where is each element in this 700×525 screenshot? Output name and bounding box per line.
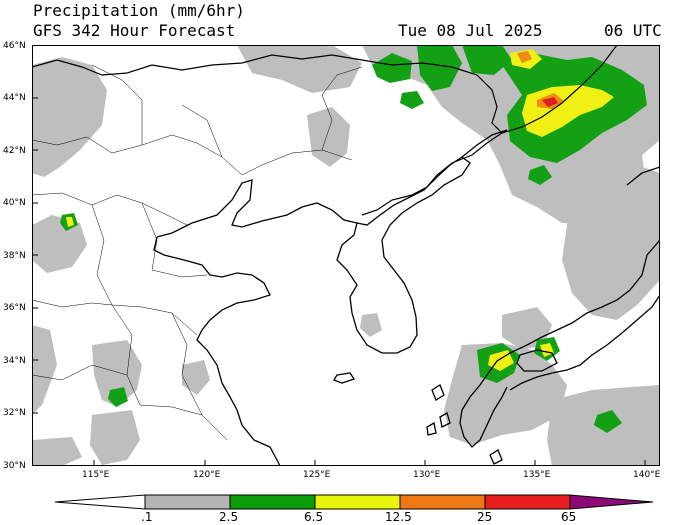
chart-title: Precipitation (mm/6hr) [33, 1, 245, 20]
lat-ticks [32, 45, 38, 466]
lon-label-140: 140°E [633, 470, 661, 480]
colorbar-label-2.5: 2.5 [219, 510, 239, 524]
lon-label-120: 120°E [193, 470, 221, 480]
lat-label-42: 42°N [3, 146, 26, 156]
colorbar-label-0.1: .1 [141, 510, 153, 524]
colorbar-label-25: 25 [477, 510, 493, 524]
valid-time: 06 UTC [604, 21, 662, 40]
country-borders [32, 45, 618, 216]
lat-label-44: 44°N [3, 93, 26, 103]
lat-label-34: 34°N [3, 356, 26, 366]
lat-label-46: 46°N [3, 41, 26, 51]
colorbar-label-65: 65 [561, 510, 577, 524]
lat-label-40: 40°N [3, 198, 26, 208]
lon-label-135: 135°E [523, 470, 551, 480]
colorbar-label-12.5: 12.5 [385, 510, 412, 524]
province-borders [32, 64, 363, 441]
lon-label-115: 115°E [82, 470, 110, 480]
colorbar [55, 494, 654, 510]
precipitation-map [32, 45, 660, 466]
lat-label-30: 30°N [3, 461, 26, 471]
valid-date: Tue 08 Jul 2025 [398, 21, 543, 40]
lon-label-125: 125°E [303, 470, 331, 480]
colorbar-over [569, 494, 654, 510]
lat-label-36: 36°N [3, 303, 26, 313]
colorbar-bin-gray [144, 494, 231, 510]
lat-label-38: 38°N [3, 251, 26, 261]
lon-label-130: 130°E [413, 470, 441, 480]
colorbar-bin-orange [399, 494, 486, 510]
forecast-label: GFS 342 Hour Forecast [33, 21, 236, 40]
very-heavy-precip-areas [517, 51, 564, 109]
colorbar-under [55, 494, 146, 510]
colorbar-label-6.5: 6.5 [304, 510, 324, 524]
colorbar-bin-yellow [314, 494, 401, 510]
coastlines [153, 129, 660, 466]
colorbar-bin-green [229, 494, 316, 510]
lat-label-32: 32°N [3, 408, 26, 418]
colorbar-bin-red [484, 494, 571, 510]
lon-ticks [93, 460, 646, 466]
